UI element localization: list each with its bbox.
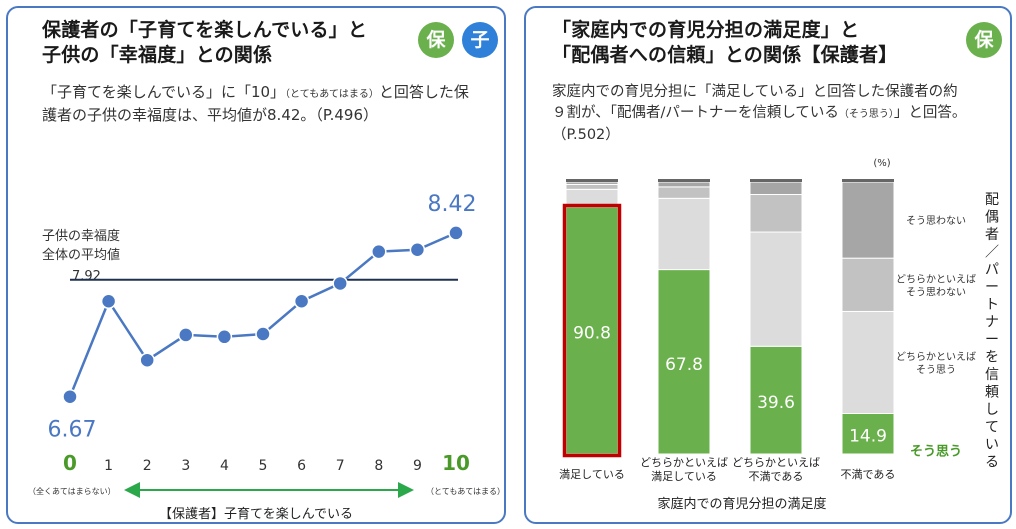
last-value-label: 8.42 (428, 192, 477, 217)
x-min-note: （全くあてはまらない） (28, 486, 116, 496)
x-tick-label: 9 (413, 458, 422, 474)
highlight-box (562, 203, 622, 458)
bar-cap (566, 179, 618, 182)
category-label: 不満である (841, 468, 896, 481)
bar-segment (657, 181, 711, 188)
left-title: 保護者の「子育てを楽しんでいる」と 子供の「幸福度」との関係 (42, 18, 367, 68)
right-title-line2: 「配偶者への信頼」との関係【保護者】 (552, 44, 898, 66)
happiness-line-chart: 子供の幸福度 全体の平均値 7.92 6.67 8.42 0 1 2 3 4 5 6 7 8 9 1… (28, 192, 504, 522)
data-point (293, 293, 310, 309)
right-title: 「家庭内での育児分担の満足度」と 「配偶者への信頼」との関係【保護者】 (552, 18, 897, 68)
data-point (332, 275, 348, 292)
series-label: そう思わない (906, 215, 966, 227)
left-description: 「子育てを楽しんでいる」に「10」（とてもあてはまる）と回答した保 護者の子供の… (42, 82, 469, 126)
guardian-badge: 保 (418, 22, 454, 58)
x-tick-label: 8 (374, 458, 383, 474)
series-line (68, 231, 457, 398)
left-title-line1: 保護者の「子育てを楽しんでいる」と (42, 19, 368, 41)
bar-segment (841, 412, 895, 455)
data-point (62, 388, 78, 405)
category-label: どちらかといえば不満である (732, 456, 820, 483)
trust-stacked-bar-chart: (%) 90.867.839.614.9そう思うどちらかといえばそう思うどちらか… (559, 158, 999, 512)
data-point (216, 329, 233, 345)
bar-segment (841, 257, 895, 312)
bar-cap (842, 179, 894, 182)
series-label: そう思う (910, 445, 962, 460)
x-axis-label: 家庭内での育児分担の満足度 (657, 496, 826, 512)
x-tick-label: 3 (181, 458, 190, 474)
data-point (139, 352, 155, 368)
right-desc-line3: （P.502） (552, 127, 620, 143)
bar-segment (657, 186, 711, 199)
data-point (448, 225, 464, 241)
x-tick-label: 5 (259, 458, 268, 474)
left-panel: 保護者の「子育てを楽しんでいる」と 子供の「幸福度」との関係 保 子 「子育てを… (6, 6, 506, 524)
bar-segment (565, 183, 619, 190)
average-label-line1: 子供の幸福度 (42, 228, 120, 244)
average-label-line2: 全体の平均値 (42, 247, 120, 263)
bar-segment (841, 310, 895, 414)
percent-unit: (%) (873, 158, 890, 169)
x-tick-label: 7 (336, 458, 345, 474)
bar-segment (749, 194, 803, 233)
x-axis-label: 【保護者】子育てを楽しんでいる (159, 506, 353, 522)
category-label: 満足している (559, 468, 625, 481)
x-tick-label: 2 (143, 458, 152, 474)
category-label: どちらかといえば満足している (640, 456, 728, 483)
bar-cap (750, 179, 802, 182)
bar-segment (841, 181, 895, 259)
data-point (100, 293, 117, 309)
bar-value-label: 39.6 (757, 393, 795, 413)
right-description: 家庭内での育児分担に「満足している」と回答した保護者の約 ９割が、「配偶者/パー… (552, 82, 966, 146)
bar-value-label: 90.8 (573, 324, 611, 344)
bar-segment (749, 231, 803, 347)
left-desc-line1: 「子育てを楽しんでいる」に「10」（とてもあてはまる）と回答した保 (42, 83, 469, 101)
bar-value-label: 67.8 (665, 355, 703, 375)
bar-cap (658, 179, 710, 182)
bar-value-label: 14.9 (849, 427, 887, 447)
x-tick-label: 6 (297, 458, 306, 474)
bar-segment (657, 197, 711, 271)
data-point (255, 326, 271, 342)
right-title-line1: 「家庭内での育児分担の満足度」と (552, 19, 860, 41)
x-tick-label: 10 (442, 451, 470, 475)
child-badge: 子 (462, 22, 498, 58)
right-panel: 「家庭内での育児分担の満足度」と 「配偶者への信頼」との関係【保護者】 保 家庭… (524, 6, 1012, 524)
x-tick-label: 1 (104, 458, 113, 474)
y-axis-label: 配偶者／パートナーを信頼している (985, 192, 999, 471)
bar-segment (565, 181, 619, 185)
left-desc-line2: 護者の子供の幸福度は、平均値が8.42。（P.496） (42, 106, 379, 124)
data-point (178, 327, 194, 343)
series-label: どちらかといえばそう思う (896, 351, 976, 376)
x-tick-label: 0 (63, 451, 77, 475)
left-title-line2: 子供の「幸福度」との関係 (42, 44, 273, 66)
bar-segment (749, 181, 803, 196)
guardian-badge: 保 (966, 22, 1002, 58)
series-label: どちらかといえばそう思わない (896, 273, 976, 298)
right-desc-line2: ９割が、「配偶者/パートナーを信頼している（そう思う）」と回答。 (552, 105, 967, 121)
bar-segment (749, 345, 803, 455)
right-desc-line1: 家庭内での育児分担に「満足している」と回答した保護者の約 (552, 84, 958, 100)
x-tick-label: 4 (220, 458, 229, 474)
x-max-note: （とてもあてはまる） (426, 487, 504, 496)
data-point (371, 243, 387, 260)
first-value-label: 6.67 (48, 418, 97, 443)
bar-segment (657, 269, 711, 455)
average-value-label: 7.92 (72, 269, 101, 284)
data-point (409, 241, 426, 258)
